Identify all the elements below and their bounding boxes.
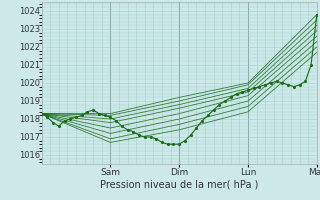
X-axis label: Pression niveau de la mer( hPa ): Pression niveau de la mer( hPa )	[100, 180, 258, 190]
